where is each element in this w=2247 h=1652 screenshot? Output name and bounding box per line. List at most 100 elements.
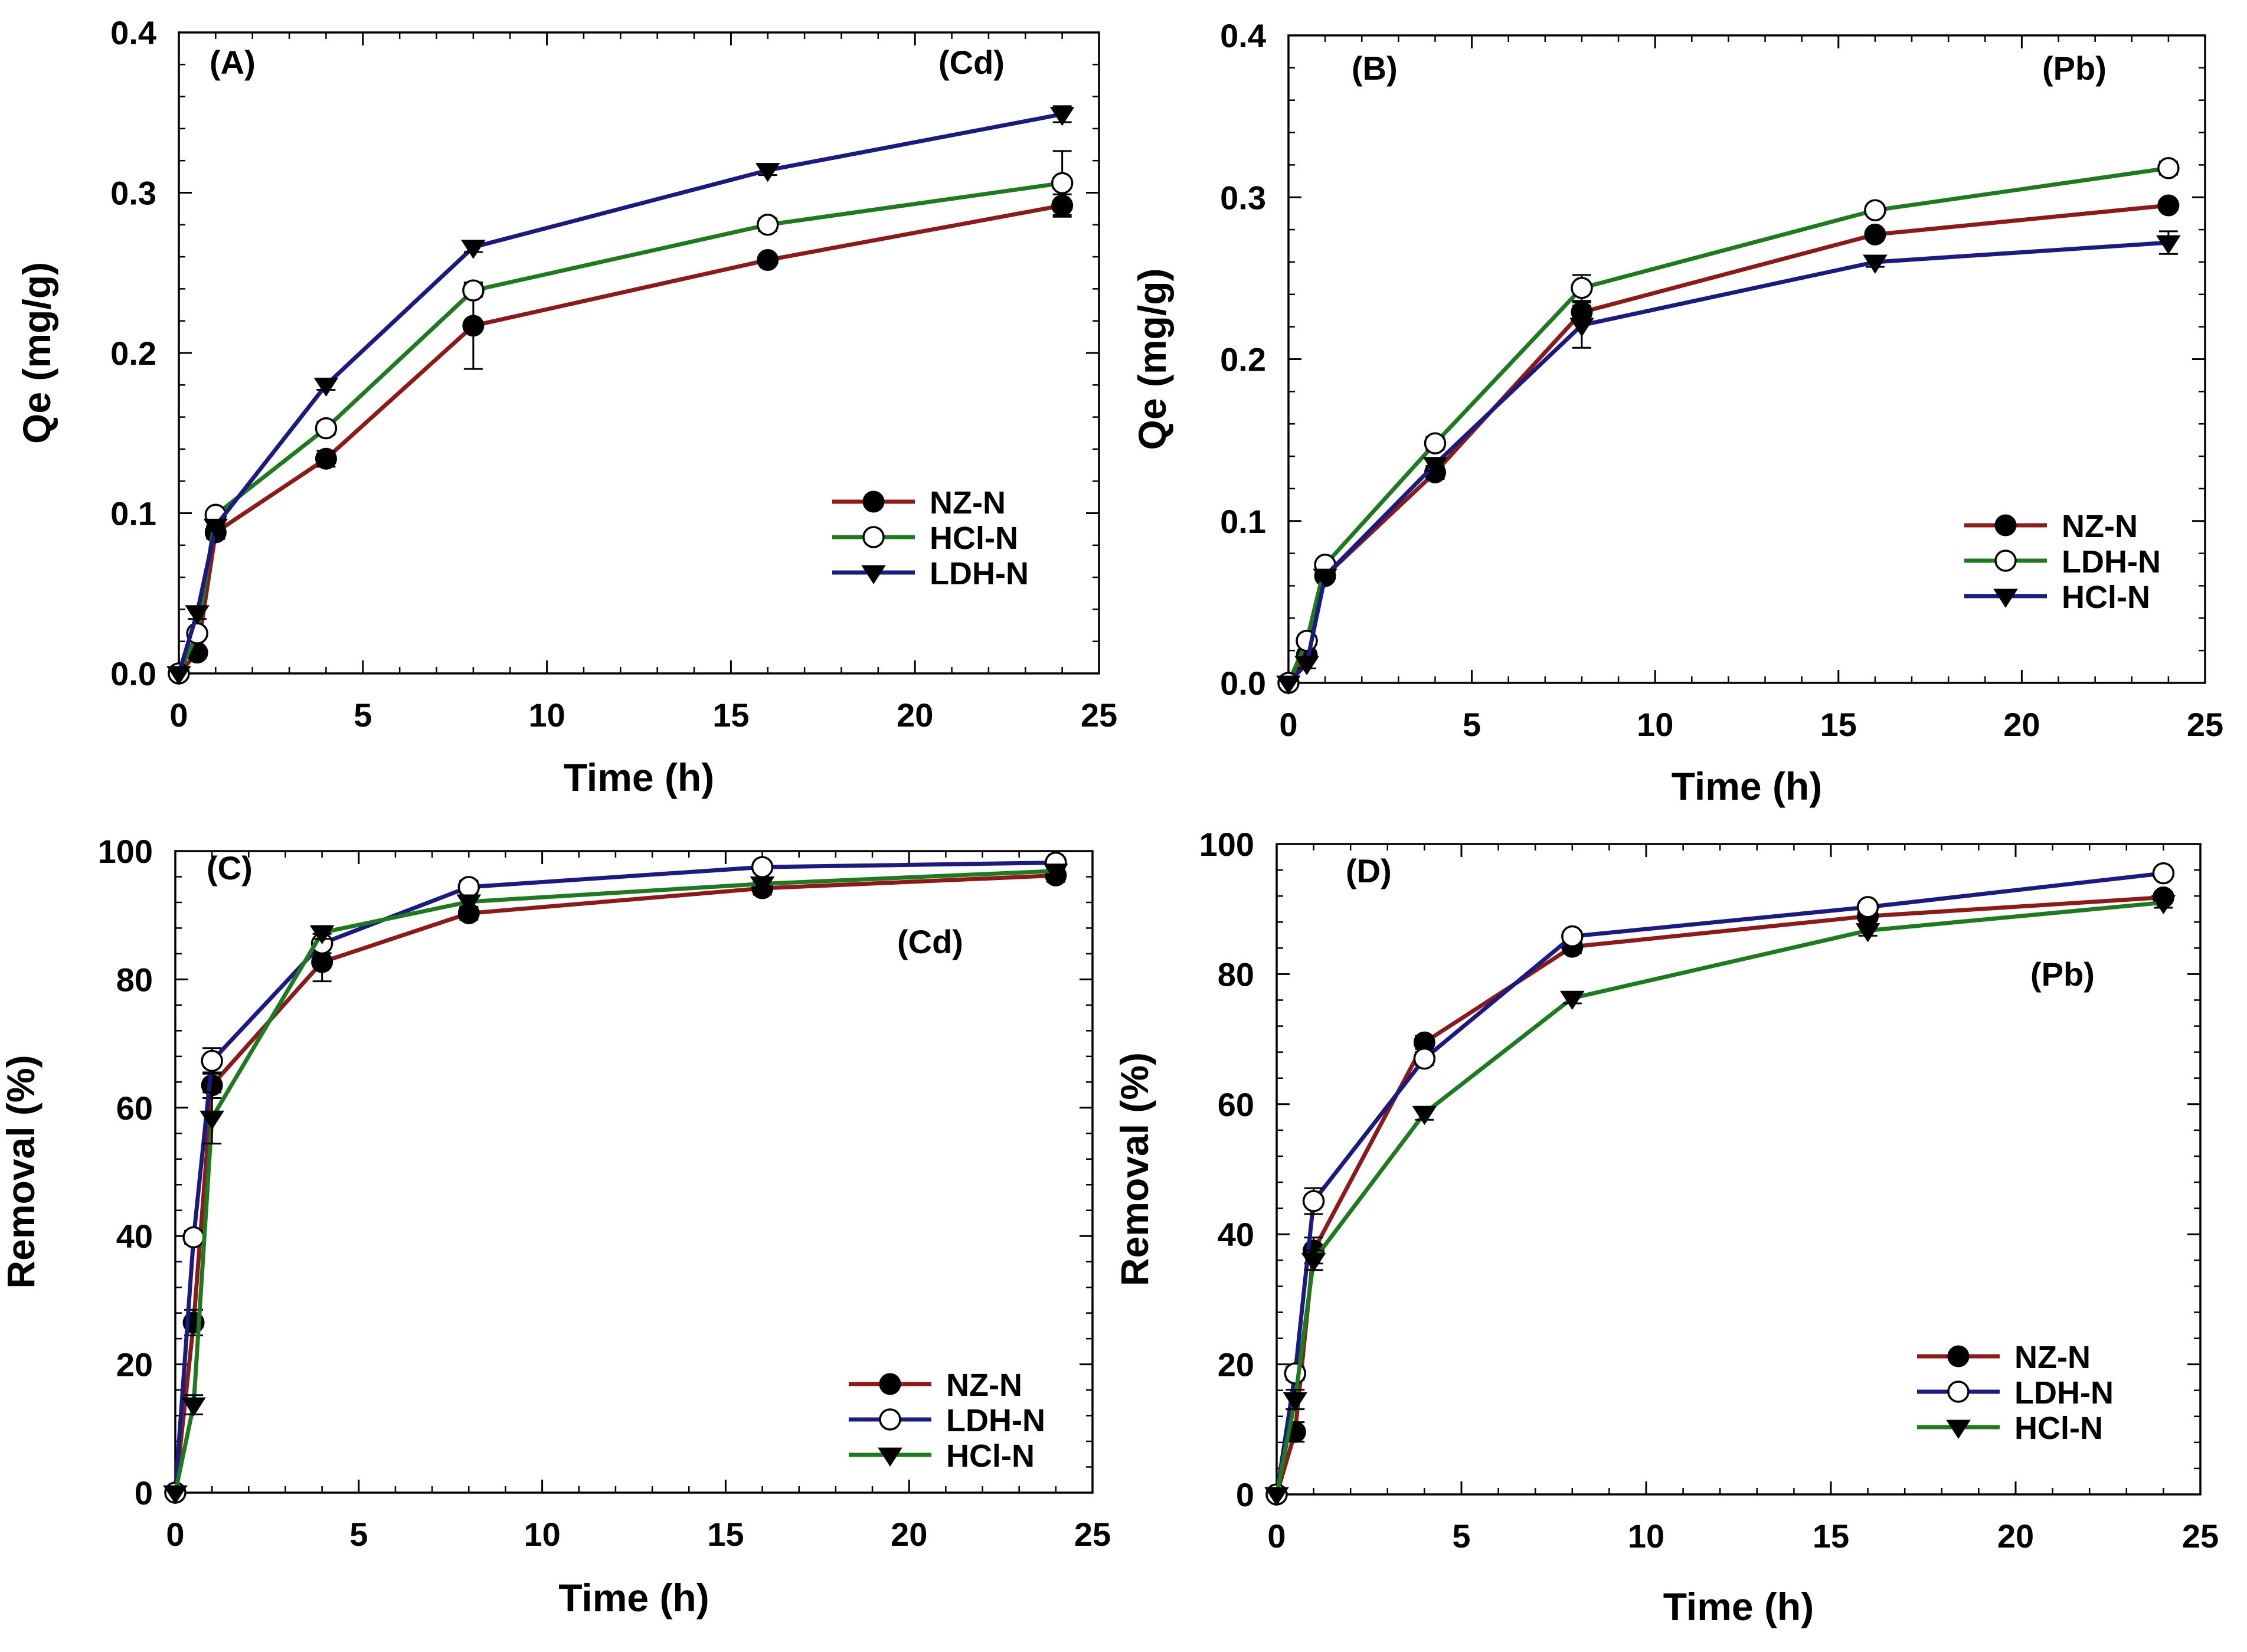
data-point [757, 214, 779, 236]
data-point [2157, 157, 2180, 179]
data-point [755, 163, 780, 182]
legend-marker [878, 1447, 902, 1467]
y-tick-label: 80 [1218, 956, 1254, 993]
panel-b: 0 5 10 15 20 25 0.0 0.1 0.2 0.3 0.4 Time (h) Qe (mg/… [1130, 17, 2223, 808]
data-point [1302, 1190, 1325, 1212]
x-tick-label: 15 [712, 696, 749, 734]
data-point [1284, 1362, 1307, 1385]
metal-label: (Cd) [938, 44, 1005, 81]
x-tick-label: 0 [1267, 1517, 1286, 1555]
data-point [315, 417, 338, 440]
data-point [313, 377, 339, 397]
x-tick-label: 25 [2182, 1517, 2219, 1555]
data-point [181, 1397, 206, 1417]
data-point [461, 240, 486, 259]
data-point [1424, 432, 1447, 454]
data-point [1422, 457, 1448, 476]
y-tick-label: 0 [1236, 1476, 1254, 1513]
y-axis-label: Removal (%) [0, 1055, 42, 1288]
data-point [1301, 1252, 1326, 1272]
y-axis-label: Removal (%) [1113, 1052, 1156, 1286]
legend-label: LDH-N [2062, 544, 2161, 580]
panel-a: 0 5 10 15 20 25 0.0 0.1 0.2 0.3 0.4 Time (h) Qe (mg/… [15, 14, 1117, 799]
y-tick-label: 0.2 [1220, 341, 1266, 378]
panel-label: (D) [1346, 852, 1392, 889]
data-point [1559, 990, 1585, 1010]
data-point [311, 951, 333, 973]
x-tick-label: 25 [1081, 696, 1117, 734]
data-point [1864, 199, 1886, 221]
data-point [1044, 863, 1068, 883]
x-tick-label: 20 [1997, 1517, 2034, 1555]
legend-marker [861, 565, 886, 584]
x-tick-label: 15 [707, 1516, 744, 1553]
plot-frame [1275, 843, 2202, 1496]
legend-marker [1994, 514, 2017, 537]
data-point [751, 856, 774, 878]
data-point [1313, 568, 1337, 588]
legend-marker [1947, 1381, 1970, 1403]
data-point [1264, 1487, 1289, 1506]
data-point [1283, 1392, 1308, 1412]
plot-frame [174, 850, 1094, 1494]
legend-label: NZ-N [2014, 1340, 2091, 1375]
legend-marker [879, 1373, 901, 1395]
data-point [166, 666, 191, 685]
data-point [1276, 675, 1301, 695]
data-point [462, 315, 485, 337]
x-tick-label: 10 [524, 1516, 560, 1553]
y-tick-label: 100 [1199, 826, 1254, 863]
x-tick-label: 5 [354, 696, 372, 734]
x-axis-label: Time (h) [1672, 764, 1822, 808]
data-point [1051, 172, 1074, 194]
metal-label: (Pb) [2042, 50, 2107, 87]
y-tick-label: 20 [1218, 1346, 1254, 1383]
legend-label: NZ-N [930, 485, 1006, 521]
legend-label: LDH-N [930, 556, 1029, 591]
panel-label: (C) [207, 849, 253, 886]
data-point [750, 876, 775, 896]
x-tick-label: 20 [2003, 706, 2040, 743]
x-tick-label: 0 [169, 696, 188, 734]
y-tick-label: 20 [116, 1346, 153, 1383]
y-tick-label: 60 [116, 1090, 153, 1127]
y-tick-label: 80 [116, 961, 153, 998]
data-point [201, 1049, 223, 1072]
data-point [309, 925, 335, 944]
x-tick-label: 10 [1637, 706, 1673, 743]
y-axis-label: Qe (mg/g) [15, 262, 58, 444]
data-point [185, 605, 210, 624]
legend-label: LDH-N [946, 1403, 1045, 1438]
legend-label: LDH-N [2014, 1375, 2114, 1411]
panel-c: 0 5 10 15 20 25 0 20 40 60 80 100 Time (h) Removal (%… [0, 833, 1111, 1620]
legend-marker [1994, 549, 2017, 572]
y-tick-label: 0.3 [110, 175, 156, 212]
y-tick-label: 40 [116, 1218, 153, 1255]
y-tick-label: 0.1 [1220, 503, 1266, 540]
x-tick-label: 5 [349, 1516, 368, 1553]
x-tick-label: 25 [2187, 706, 2223, 743]
data-point [2157, 194, 2180, 217]
legend-label: NZ-N [946, 1368, 1022, 1403]
metal-label: (Cd) [897, 923, 963, 960]
series-hcl-n [1264, 895, 2176, 1506]
data-point [2156, 235, 2181, 254]
x-tick-label: 5 [1463, 706, 1481, 743]
panel-label: (B) [1352, 50, 1398, 87]
x-axis-label: Time (h) [564, 755, 714, 799]
x-tick-label: 15 [1820, 706, 1857, 743]
data-point [182, 1226, 205, 1249]
data-point [1412, 1105, 1437, 1126]
data-point [1413, 1047, 1436, 1070]
legend-label: HCl-N [930, 521, 1018, 556]
panel-label: (A) [210, 44, 256, 81]
legend-label: HCl-N [946, 1438, 1035, 1474]
data-point [1863, 254, 1888, 274]
data-point [1856, 896, 1879, 918]
x-tick-label: 15 [1813, 1517, 1849, 1555]
data-point [315, 447, 337, 470]
y-tick-label: 0.4 [110, 14, 156, 51]
data-point [199, 1110, 224, 1130]
y-tick-label: 0.1 [110, 495, 156, 532]
